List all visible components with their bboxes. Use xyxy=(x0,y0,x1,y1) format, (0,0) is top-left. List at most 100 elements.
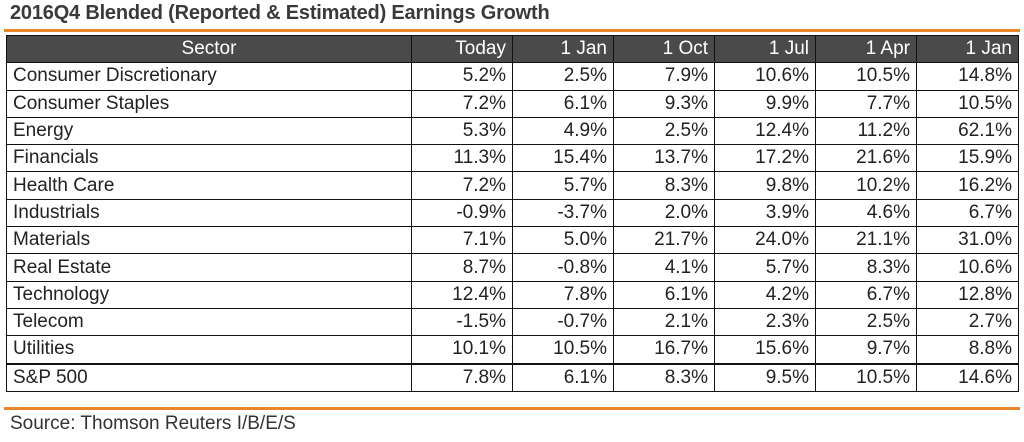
value-cell: 7.1% xyxy=(411,226,513,255)
top-accent-rule xyxy=(4,29,1020,32)
value-cell: 6.1% xyxy=(512,362,614,392)
value-cell: 14.6% xyxy=(916,362,1019,392)
value-cell: 13.7% xyxy=(613,144,715,173)
value-cell: 10.1% xyxy=(411,335,513,365)
value-cell: 6.7% xyxy=(815,280,917,309)
total-row: S&P 500 7.8% 6.1% 8.3% 9.5% 10.5% 14.6% xyxy=(6,362,1019,392)
value-cell: 7.2% xyxy=(411,171,513,200)
value-cell: 12.4% xyxy=(411,280,513,309)
value-cell: 24.0% xyxy=(714,226,816,255)
value-cell: 5.0% xyxy=(512,226,614,255)
value-cell: -0.7% xyxy=(512,307,614,337)
value-cell: 10.5% xyxy=(512,335,614,365)
value-cell: 12.8% xyxy=(916,280,1019,309)
value-cell: -0.8% xyxy=(512,253,614,282)
sector-cell: Financials xyxy=(6,144,412,173)
value-cell: 2.5% xyxy=(512,62,614,91)
value-cell: 5.2% xyxy=(411,62,513,91)
column-header-1-apr: 1 Apr xyxy=(815,34,917,64)
value-cell: 9.5% xyxy=(714,362,816,392)
value-cell: 31.0% xyxy=(916,226,1019,255)
value-cell: 2.3% xyxy=(714,307,816,337)
value-cell: 4.9% xyxy=(512,116,614,146)
value-cell: 10.5% xyxy=(815,362,917,392)
value-cell: 10.5% xyxy=(916,89,1019,118)
table-row: Materials 7.1% 5.0% 21.7% 24.0% 21.1% 31.0% xyxy=(6,226,1019,255)
value-cell: 21.6% xyxy=(815,144,917,173)
sector-cell: Utilities xyxy=(6,335,412,365)
value-cell: -1.5% xyxy=(411,307,513,337)
sector-cell: Health Care xyxy=(6,171,412,200)
value-cell: 8.3% xyxy=(815,253,917,282)
value-cell: 4.6% xyxy=(815,198,917,228)
column-header-sector: Sector xyxy=(6,34,412,64)
earnings-growth-table: Sector Today 1 Jan 1 Oct 1 Jul 1 Apr 1 J… xyxy=(6,34,1019,392)
bottom-accent-rule xyxy=(4,407,1020,410)
sector-cell: Real Estate xyxy=(6,253,412,282)
table-row: Health Care 7.2% 5.7% 8.3% 9.8% 10.2% 16.2% xyxy=(6,171,1019,200)
value-cell: 5.3% xyxy=(411,116,513,146)
value-cell: 5.7% xyxy=(714,253,816,282)
column-header-1-oct: 1 Oct xyxy=(613,34,715,64)
value-cell: 11.2% xyxy=(815,116,917,146)
column-header-today: Today xyxy=(411,34,513,64)
sector-cell: Telecom xyxy=(6,307,412,337)
value-cell: 21.1% xyxy=(815,226,917,255)
value-cell: 8.3% xyxy=(613,171,715,200)
value-cell: 10.6% xyxy=(714,62,816,91)
value-cell: 21.7% xyxy=(613,226,715,255)
value-cell: 2.5% xyxy=(815,307,917,337)
value-cell: 8.7% xyxy=(411,253,513,282)
sector-cell: Materials xyxy=(6,226,412,255)
value-cell: 9.7% xyxy=(815,335,917,365)
column-header-1-jul: 1 Jul xyxy=(714,34,816,64)
value-cell: 9.3% xyxy=(613,89,715,118)
value-cell: 62.1% xyxy=(916,116,1019,146)
sector-cell: Technology xyxy=(6,280,412,309)
sector-cell: S&P 500 xyxy=(6,362,412,392)
value-cell: 2.5% xyxy=(613,116,715,146)
value-cell: 8.3% xyxy=(613,362,715,392)
sector-cell: Energy xyxy=(6,116,412,146)
value-cell: 10.6% xyxy=(916,253,1019,282)
value-cell: 15.9% xyxy=(916,144,1019,173)
value-cell: 9.9% xyxy=(714,89,816,118)
value-cell: 8.8% xyxy=(916,335,1019,365)
value-cell: 5.7% xyxy=(512,171,614,200)
value-cell: 16.7% xyxy=(613,335,715,365)
value-cell: 7.9% xyxy=(613,62,715,91)
value-cell: 7.7% xyxy=(815,89,917,118)
column-header-1-jan: 1 Jan xyxy=(512,34,614,64)
value-cell: -0.9% xyxy=(411,198,513,228)
value-cell: 12.4% xyxy=(714,116,816,146)
table-row: Consumer Staples 7.2% 6.1% 9.3% 9.9% 7.7% 10.5… xyxy=(6,89,1019,118)
table-row: Telecom -1.5% -0.7% 2.1% 2.3% 2.5% 2.7% xyxy=(6,307,1019,337)
table-row: Financials 11.3% 15.4% 13.7% 17.2% 21.6% 15.9% xyxy=(6,144,1019,173)
value-cell: 3.9% xyxy=(714,198,816,228)
value-cell: 4.1% xyxy=(613,253,715,282)
header-row: Sector Today 1 Jan 1 Oct 1 Jul 1 Apr 1 J… xyxy=(6,34,1019,64)
value-cell: 7.8% xyxy=(512,280,614,309)
value-cell: 10.5% xyxy=(815,62,917,91)
table-row: Industrials -0.9% -3.7% 2.0% 3.9% 4.6% 6.7% xyxy=(6,198,1019,228)
sector-cell: Consumer Discretionary xyxy=(6,62,412,91)
value-cell: 6.1% xyxy=(613,280,715,309)
value-cell: 4.2% xyxy=(714,280,816,309)
value-cell: 2.1% xyxy=(613,307,715,337)
table-row: Energy 5.3% 4.9% 2.5% 12.4% 11.2% 62.1% xyxy=(6,116,1019,146)
value-cell: 16.2% xyxy=(916,171,1019,200)
value-cell: -3.7% xyxy=(512,198,614,228)
table-row: Consumer Discretionary 5.2% 2.5% 7.9% 10.6% 1… xyxy=(6,62,1019,91)
value-cell: 17.2% xyxy=(714,144,816,173)
value-cell: 2.7% xyxy=(916,307,1019,337)
value-cell: 6.7% xyxy=(916,198,1019,228)
value-cell: 7.2% xyxy=(411,89,513,118)
value-cell: 2.0% xyxy=(613,198,715,228)
sector-cell: Industrials xyxy=(6,198,412,228)
value-cell: 10.2% xyxy=(815,171,917,200)
value-cell: 6.1% xyxy=(512,89,614,118)
value-cell: 11.3% xyxy=(411,144,513,173)
value-cell: 15.6% xyxy=(714,335,816,365)
value-cell: 15.4% xyxy=(512,144,614,173)
value-cell: 14.8% xyxy=(916,62,1019,91)
